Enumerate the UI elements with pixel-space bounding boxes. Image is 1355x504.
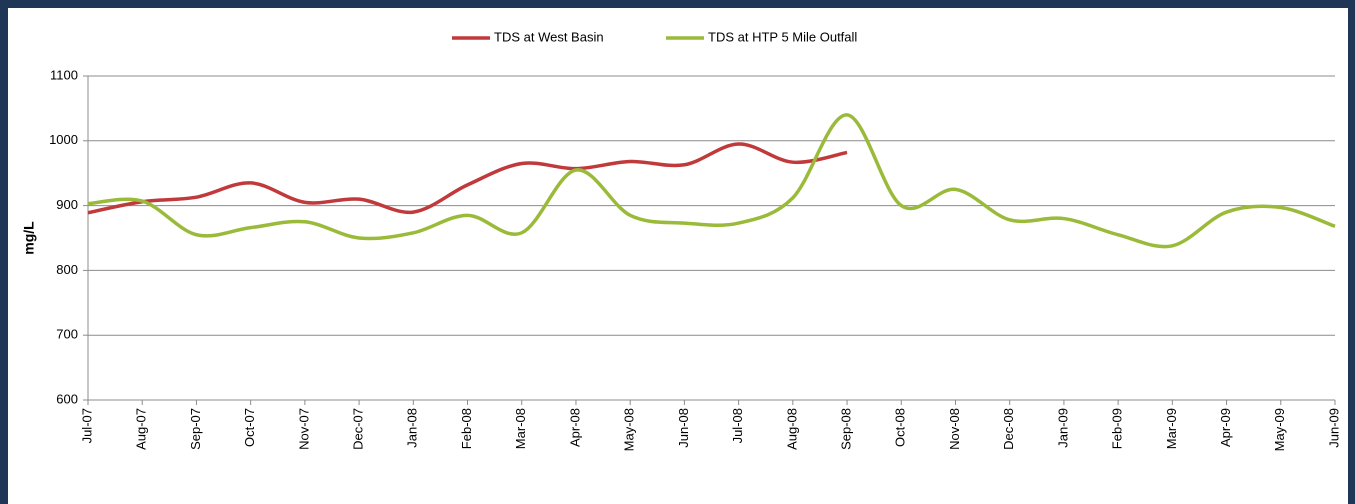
x-tick-label: Mar-08 bbox=[513, 408, 528, 449]
series-line bbox=[87, 142, 848, 215]
x-tick-label: Jul-08 bbox=[730, 408, 745, 443]
chart-frame bbox=[8, 8, 1348, 504]
x-tick-label: Jan-08 bbox=[405, 408, 420, 448]
x-tick-label: Aug-07 bbox=[134, 408, 149, 450]
x-tick-label: May-08 bbox=[622, 408, 637, 451]
x-tick-label: Dec-08 bbox=[1001, 408, 1016, 450]
y-axis-label: mg/L bbox=[21, 221, 37, 255]
x-tick-label: Feb-08 bbox=[459, 408, 474, 449]
x-tick-label: Aug-08 bbox=[784, 408, 799, 450]
legend-label: TDS at West Basin bbox=[494, 29, 604, 44]
x-tick-label: Mar-09 bbox=[1164, 408, 1179, 449]
x-tick-label: Nov-08 bbox=[947, 408, 962, 450]
series-line bbox=[87, 113, 1336, 249]
y-tick-label: 700 bbox=[56, 327, 78, 342]
x-tick-label: Oct-08 bbox=[893, 408, 908, 447]
x-tick-label: Jan-09 bbox=[1055, 408, 1070, 448]
y-tick-label: 800 bbox=[56, 262, 78, 277]
x-tick-label: Apr-09 bbox=[1218, 408, 1233, 447]
y-tick-label: 900 bbox=[56, 197, 78, 212]
y-tick-label: 1000 bbox=[49, 132, 78, 147]
x-tick-label: Jun-09 bbox=[1326, 408, 1341, 448]
x-tick-label: Apr-08 bbox=[567, 408, 582, 447]
x-tick-label: Sep-08 bbox=[838, 408, 853, 450]
y-tick-label: 600 bbox=[56, 391, 78, 406]
x-tick-label: Oct-07 bbox=[242, 408, 257, 447]
x-tick-label: Jul-07 bbox=[79, 408, 94, 443]
x-tick-label: Nov-07 bbox=[296, 408, 311, 450]
x-tick-label: Jun-08 bbox=[676, 408, 691, 448]
x-tick-label: Dec-07 bbox=[351, 408, 366, 450]
x-tick-label: Sep-07 bbox=[188, 408, 203, 450]
x-tick-label: May-09 bbox=[1272, 408, 1287, 451]
y-tick-label: 1100 bbox=[50, 67, 78, 82]
legend-label: TDS at HTP 5 Mile Outfall bbox=[708, 29, 857, 44]
x-tick-label: Feb-09 bbox=[1110, 408, 1125, 449]
